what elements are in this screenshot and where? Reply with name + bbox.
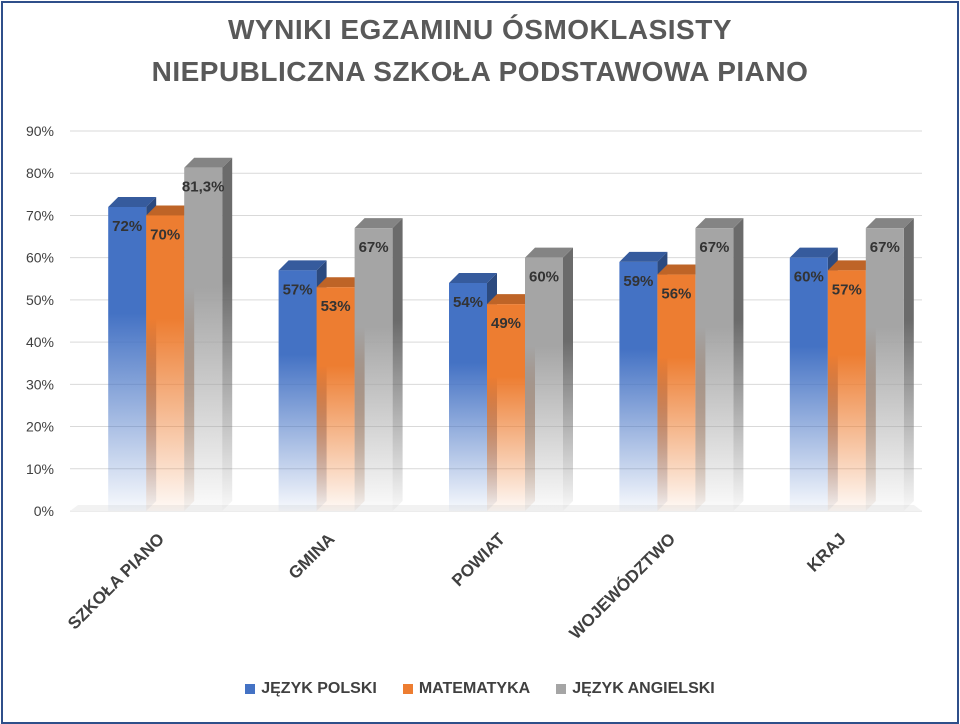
x-tick-label: WOJEWÓDZTWO — [566, 529, 680, 643]
y-tick-label: 90% — [26, 123, 54, 139]
data-label: 67% — [870, 239, 900, 256]
bar-top — [865, 218, 914, 229]
bar — [449, 283, 487, 511]
bar-side — [392, 218, 403, 511]
data-label: 81,3% — [182, 179, 225, 196]
legend-item-angielski: JĘZYK ANGIELSKI — [556, 680, 715, 698]
bar-side — [733, 218, 744, 511]
bar-top — [184, 157, 233, 168]
bar-top — [695, 218, 744, 229]
legend: JĘZYK POLSKI MATEMATYKA JĘZYK ANGIELSKI — [0, 680, 960, 698]
y-tick-label: 60% — [26, 250, 54, 266]
y-tick-label: 40% — [26, 334, 54, 350]
y-tick-label: 20% — [26, 419, 54, 435]
bar-top — [278, 260, 327, 271]
bar-top — [108, 197, 157, 207]
data-label: 56% — [661, 286, 691, 303]
bar-top — [827, 260, 876, 271]
y-tick-label: 50% — [26, 292, 54, 308]
x-tick-label: GMINA — [285, 529, 339, 583]
bar — [695, 228, 734, 511]
legend-label-polski: JĘZYK POLSKI — [261, 680, 377, 697]
bar — [146, 215, 185, 511]
data-label: 54% — [453, 294, 483, 311]
chart-subtitle: NIEPUBLICZNA SZKOŁA PODSTAWOWA PIANO — [151, 56, 809, 87]
bar-top — [789, 247, 838, 258]
bar-side — [563, 247, 573, 511]
data-label: 60% — [529, 269, 559, 286]
data-label: 57% — [283, 281, 313, 298]
y-tick-label: 10% — [26, 461, 54, 477]
chart-title: WYNIKI EGZAMINU ÓSMOKLASISTY — [228, 14, 732, 45]
bar-top — [657, 264, 706, 275]
y-tick-label: 0% — [34, 503, 54, 519]
legend-item-matematyka: MATEMATYKA — [402, 680, 531, 698]
legend-swatch-matematyka — [402, 684, 413, 694]
bar-chart: 0% 10% 20% 30% 40% 50% 60% 70% 80% 90% 72% 70% 81,3%… — [26, 123, 922, 643]
data-label: 70% — [150, 226, 180, 243]
data-label: 67% — [359, 239, 389, 256]
data-label: 59% — [623, 273, 653, 290]
data-label: 67% — [699, 239, 729, 256]
data-label: 72% — [112, 218, 142, 235]
bar-top — [316, 277, 365, 288]
legend-swatch-polski — [245, 684, 256, 694]
bar-top — [487, 294, 535, 305]
bar — [619, 261, 658, 511]
bar — [184, 167, 223, 511]
data-label: 49% — [491, 315, 521, 332]
bar — [278, 270, 317, 511]
bar — [354, 228, 393, 511]
bar — [657, 274, 696, 511]
bar — [789, 257, 828, 511]
bar-top — [525, 247, 573, 258]
bar-side — [222, 157, 233, 511]
bar — [316, 287, 355, 511]
bar — [827, 270, 866, 511]
bar — [487, 304, 525, 511]
x-tick-label: POWIAT — [448, 529, 509, 590]
bar — [865, 228, 904, 511]
y-tick-label: 80% — [26, 165, 54, 181]
legend-label-angielski: JĘZYK ANGIELSKI — [572, 680, 715, 697]
bar-top — [146, 205, 195, 216]
data-label: 60% — [794, 269, 824, 286]
bar — [525, 257, 563, 511]
y-tick-label: 30% — [26, 376, 54, 392]
data-label: 53% — [321, 298, 351, 315]
bar-top — [449, 273, 497, 283]
bar — [108, 207, 147, 511]
x-tick-label: KRAJ — [803, 529, 849, 575]
y-tick-label: 70% — [26, 207, 54, 223]
data-label: 57% — [832, 281, 862, 298]
legend-swatch-angielski — [556, 684, 567, 694]
legend-label-matematyka: MATEMATYKA — [418, 680, 531, 697]
bar-top — [619, 251, 668, 262]
bar-top — [354, 218, 403, 229]
x-tick-label: SZKOŁA PIANO — [64, 529, 168, 633]
legend-item-polski: JĘZYK POLSKI — [245, 680, 377, 698]
bar-side — [903, 218, 914, 511]
